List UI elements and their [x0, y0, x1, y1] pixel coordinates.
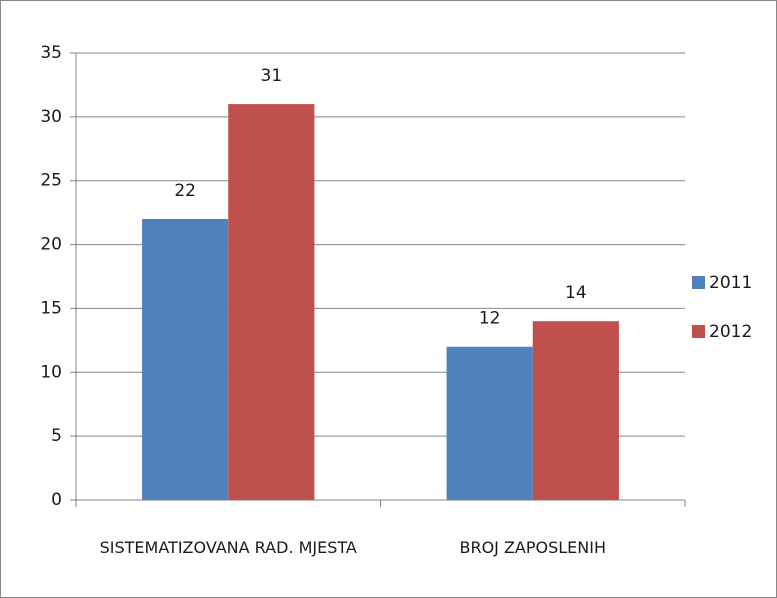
- y-tick-label: 35: [40, 43, 62, 63]
- y-tick-label: 30: [40, 107, 62, 127]
- y-tick-label: 20: [40, 235, 62, 255]
- legend-label: 2011: [709, 273, 752, 293]
- legend-key: [692, 276, 705, 289]
- y-tick-label: 10: [40, 362, 62, 382]
- x-tick-label: SISTEMATIZOVANA RAD. MJESTA: [99, 538, 357, 557]
- x-tick-label: BROJ ZAPOSLENIH: [459, 538, 607, 557]
- bar: [228, 104, 315, 500]
- data-label: 22: [174, 181, 196, 201]
- y-tick-label: 5: [51, 426, 62, 446]
- legend-label: 2012: [709, 322, 752, 342]
- data-label: 14: [565, 283, 587, 303]
- y-tick-label: 15: [40, 298, 62, 318]
- data-label: 12: [479, 309, 501, 329]
- bar: [446, 346, 533, 500]
- data-label: 31: [261, 66, 283, 86]
- y-tick-label: 0: [51, 490, 62, 510]
- y-tick-label: 25: [40, 171, 62, 191]
- bar: [142, 219, 229, 500]
- legend-key: [692, 325, 705, 338]
- bar: [532, 321, 619, 500]
